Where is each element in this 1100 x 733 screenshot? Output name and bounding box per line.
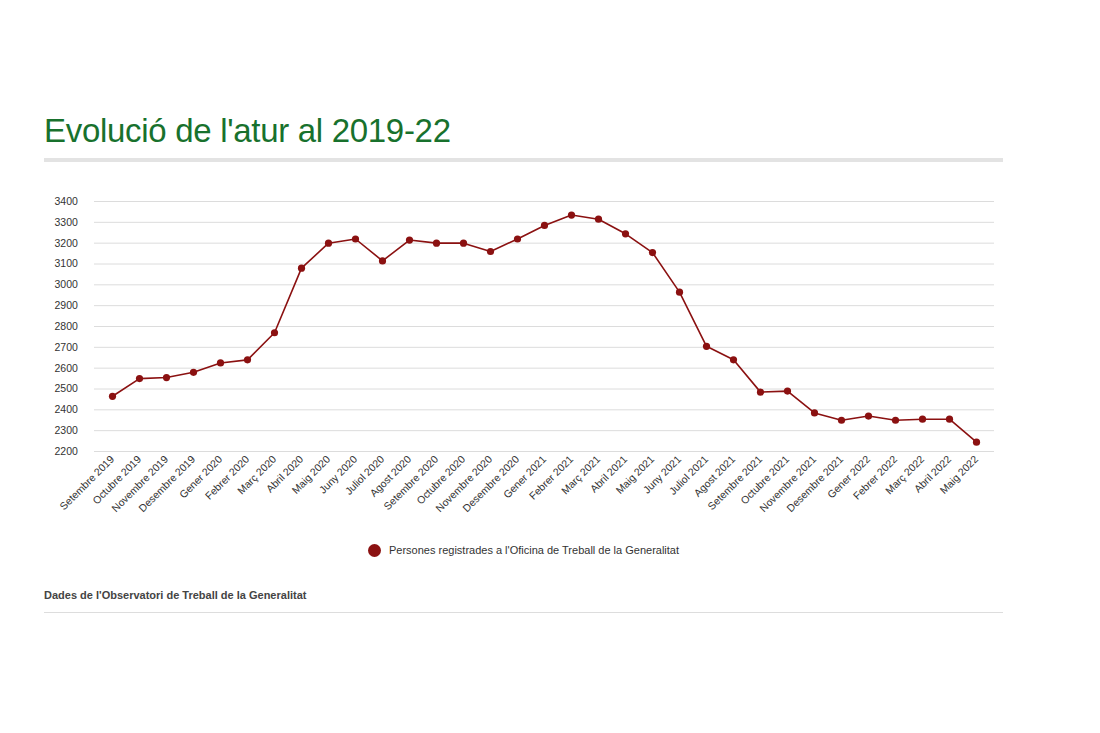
svg-text:Setembre 2019: Setembre 2019 [57,452,117,513]
svg-text:Novembre 2019: Novembre 2019 [109,452,171,515]
svg-text:Juliol 2021: Juliol 2021 [666,452,711,497]
svg-text:3300: 3300 [55,216,79,228]
svg-text:2300: 2300 [55,424,79,436]
svg-text:Abril 2021: Abril 2021 [587,452,630,495]
svg-text:2200: 2200 [55,445,79,457]
svg-text:Novembre 2020: Novembre 2020 [433,452,495,515]
svg-text:2400: 2400 [55,403,79,415]
svg-text:Octubre 2019: Octubre 2019 [89,452,144,507]
svg-text:Maig 2022: Maig 2022 [937,453,980,496]
svg-text:Gener 2022: Gener 2022 [824,452,873,501]
svg-text:Desembre 2020: Desembre 2020 [460,452,522,515]
svg-text:Gener 2021: Gener 2021 [500,452,549,501]
svg-text:Octubre 2021: Octubre 2021 [737,452,792,507]
svg-text:Febrer 2020: Febrer 2020 [202,452,252,502]
svg-text:Desembre 2019: Desembre 2019 [136,452,198,515]
html-text:Persones registrades a l'Ofici: Persones registrades a l'Oficina de Treb… [389,544,679,557]
svg-text:Agost 2021: Agost 2021 [691,452,738,499]
svg-text:Setembre 2020: Setembre 2020 [381,452,441,513]
svg-text:Juny 2021: Juny 2021 [640,452,684,496]
svg-text:Setembre 2021: Setembre 2021 [705,452,765,513]
svg-text:Agost 2020: Agost 2020 [367,452,414,499]
svg-text:3400: 3400 [55,195,79,207]
svg-text:Març 2020: Març 2020 [234,452,279,497]
svg-text:Juliol 2020: Juliol 2020 [342,452,387,497]
svg-text:Maig 2020: Maig 2020 [289,452,333,496]
svg-text:Març 2021: Març 2021 [558,452,603,497]
svg-text:2500: 2500 [55,382,79,394]
svg-text:2800: 2800 [55,320,79,332]
svg-text:Desembre 2021: Desembre 2021 [784,452,846,515]
svg-text:Novembre 2021: Novembre 2021 [757,452,819,515]
svg-text:Juny 2020: Juny 2020 [316,452,360,496]
svg-text:3000: 3000 [55,278,79,290]
svg-text:Maig 2021: Maig 2021 [613,452,657,496]
html-text:Evolució de l'atur al 2019-22: Evolució de l'atur al 2019-22 [44,112,451,149]
svg-text:2700: 2700 [55,341,79,353]
svg-text:Gener 2020: Gener 2020 [176,452,225,501]
svg-text:2600: 2600 [55,362,79,374]
svg-text:Febrer 2022: Febrer 2022 [850,452,900,502]
svg-text:3200: 3200 [55,237,79,249]
svg-text:2900: 2900 [55,299,79,311]
svg-text:Octubre 2020: Octubre 2020 [413,452,468,507]
html-text:Dades de l'Observatori de Treb: Dades de l'Observatori de Treball de la … [44,589,307,601]
svg-text:3100: 3100 [55,257,79,269]
svg-text:Abril 2020: Abril 2020 [263,452,306,495]
svg-text:Abril 2022: Abril 2022 [911,452,954,495]
svg-text:Març 2022: Març 2022 [882,452,927,497]
svg-text:Febrer 2021: Febrer 2021 [526,452,576,502]
